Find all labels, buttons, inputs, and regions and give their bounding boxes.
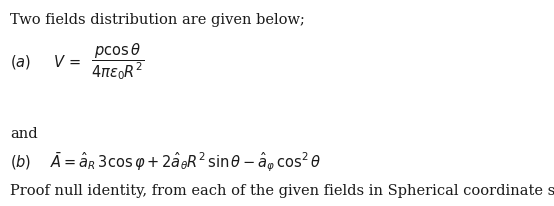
- Text: and: and: [10, 127, 38, 141]
- Text: $V\,=\,$: $V\,=\,$: [53, 54, 80, 70]
- Text: $\dfrac{p\cos\theta}{4\pi\varepsilon_0 R^2}$: $\dfrac{p\cos\theta}{4\pi\varepsilon_0 R…: [91, 41, 145, 82]
- Text: $\bar{A}=\hat{a}_R\,3\cos\varphi+2\hat{a}_\theta R^2\,\mathrm{sin}\,\theta-\hat{: $\bar{A}=\hat{a}_R\,3\cos\varphi+2\hat{a…: [50, 150, 321, 173]
- Text: $\mathit{(b)}$: $\mathit{(b)}$: [10, 153, 32, 171]
- Text: Proof null identity, from each of the given fields in Spherical coordinate syste: Proof null identity, from each of the gi…: [10, 184, 554, 198]
- Text: Two fields distribution are given below;: Two fields distribution are given below;: [10, 13, 305, 27]
- Text: $\mathit{(a)}$: $\mathit{(a)}$: [10, 53, 31, 71]
